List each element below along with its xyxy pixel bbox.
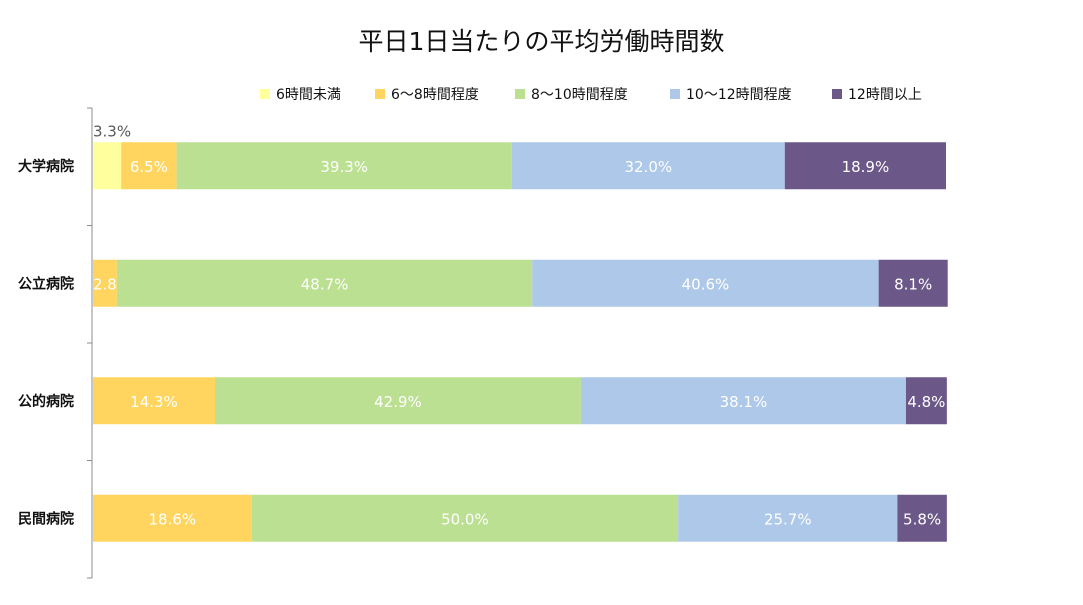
data-label: 32.0% xyxy=(624,158,672,176)
legend-item: 8～10時間程度 xyxy=(515,84,628,104)
bar-segment xyxy=(93,142,122,190)
legend-label: 8～10時間程度 xyxy=(531,87,628,103)
legend-swatch xyxy=(670,89,680,99)
bar-segment xyxy=(784,142,946,190)
data-label: 48.7% xyxy=(301,275,349,293)
data-label: 18.9% xyxy=(842,158,890,176)
legend-label: 10～12時間程度 xyxy=(686,87,792,103)
category-label: 公的病院 xyxy=(18,393,74,410)
bar-segment xyxy=(532,259,879,307)
bar-segment xyxy=(93,377,215,425)
bar-segment xyxy=(580,377,906,425)
bar-segment xyxy=(116,259,533,307)
bar-segment xyxy=(121,142,177,190)
data-label: 38.1% xyxy=(720,393,768,411)
data-label: 5.8% xyxy=(903,510,941,528)
legend-swatch xyxy=(832,89,842,99)
data-label: 3.3% xyxy=(93,122,131,140)
bar-segment xyxy=(176,142,512,190)
bar-segment xyxy=(678,494,898,542)
legend-item: 12時間以上 xyxy=(832,84,922,104)
bar-segment xyxy=(511,142,785,190)
bar-segment xyxy=(905,377,947,425)
legend-item: 6時間未満 xyxy=(260,84,341,104)
legend: 6時間未満 6～8時間程度 8～10時間程度 10～12時間程度 12時間以上 xyxy=(250,84,1050,106)
data-label: 4.8% xyxy=(907,393,945,411)
bar-segment xyxy=(878,259,948,307)
legend-item: 10～12時間程度 xyxy=(670,84,792,104)
data-label: 18.6% xyxy=(149,510,197,528)
data-label: 50.0% xyxy=(441,510,489,528)
data-label: 6.5% xyxy=(130,158,168,176)
bar-segment xyxy=(93,494,252,542)
data-label: 14.3% xyxy=(130,393,178,411)
category-label: 民間病院 xyxy=(18,510,74,527)
data-label: 25.7% xyxy=(764,510,812,528)
legend-swatch xyxy=(260,89,270,99)
chart-title: 平日1日当たりの平均労働時間数 xyxy=(358,27,725,56)
data-label: 39.3% xyxy=(320,158,368,176)
bar-segment xyxy=(93,259,117,307)
category-label: 大学病院 xyxy=(18,158,74,175)
data-label: 42.9% xyxy=(374,393,422,411)
legend-swatch xyxy=(375,89,385,99)
bar-segment xyxy=(897,494,947,542)
legend-item: 6～8時間程度 xyxy=(375,84,479,104)
category-label: 公立病院 xyxy=(18,275,74,292)
data-label: 40.6% xyxy=(682,275,730,293)
legend-swatch xyxy=(515,89,525,99)
legend-label: 6～8時間程度 xyxy=(391,87,479,103)
data-label: 8.1% xyxy=(894,275,932,293)
legend-label: 6時間未満 xyxy=(276,87,341,103)
bar-segment xyxy=(251,494,679,542)
legend-label: 12時間以上 xyxy=(848,87,922,103)
bar-segment xyxy=(214,377,581,425)
